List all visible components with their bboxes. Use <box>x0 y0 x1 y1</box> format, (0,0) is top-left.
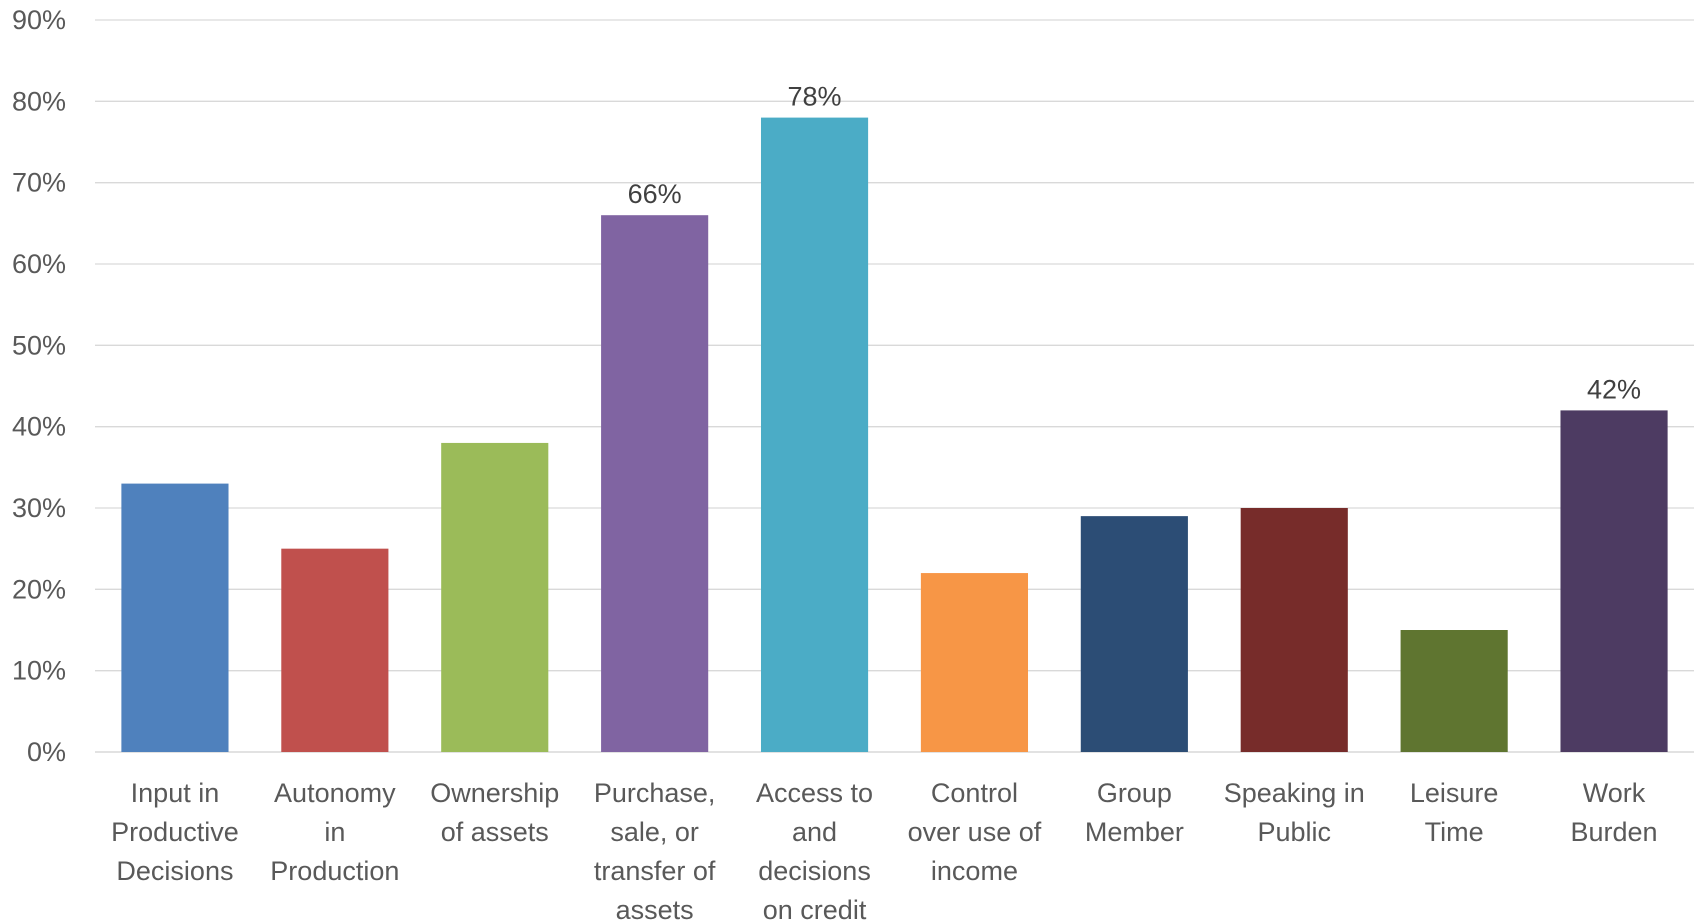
y-tick-label: 20% <box>12 574 66 604</box>
y-tick-label: 0% <box>27 737 66 767</box>
category-label-line: assets <box>616 895 694 924</box>
category-label-line: Production <box>270 856 399 886</box>
bar <box>1080 516 1188 752</box>
category-label-line: income <box>931 856 1018 886</box>
category-label-line: of assets <box>441 817 549 847</box>
y-tick-label: 70% <box>12 168 66 198</box>
bar <box>760 117 869 753</box>
category-label-line: sale, or <box>610 817 699 847</box>
category-label: Speaking in Public <box>1224 778 1365 847</box>
bar <box>920 573 1029 752</box>
y-tick-label: 10% <box>12 656 66 686</box>
category-label-line: Control <box>931 778 1018 808</box>
bar <box>441 442 549 752</box>
category-label: Leisure Time <box>1410 778 1499 847</box>
bar <box>121 483 229 752</box>
x-axis-category-labels: Input in Productive Decisions Autonomy in Pro… <box>111 778 1657 924</box>
category-label-line: Leisure <box>1410 778 1499 808</box>
bars <box>121 117 1668 753</box>
category-label-line: Work <box>1583 778 1646 808</box>
category-label-line: over use of <box>908 817 1042 847</box>
category-label-line: Input in <box>131 778 220 808</box>
category-label-line: Decisions <box>116 856 233 886</box>
category-label-line: Purchase, <box>594 778 716 808</box>
category-label: Work Burden <box>1571 778 1658 847</box>
category-label-line: Autonomy <box>274 778 396 808</box>
category-label-line: on credit <box>763 895 867 924</box>
category-label-line: Time <box>1425 817 1484 847</box>
bar <box>281 548 389 752</box>
category-label: Input in Productive Decisions <box>111 778 239 886</box>
category-label-line: Burden <box>1571 817 1658 847</box>
data-label: 78% <box>788 82 842 112</box>
category-label: Purchase, sale, or transfer of assets <box>594 778 716 924</box>
category-label-line: Group <box>1097 778 1172 808</box>
category-label: Control over use of income <box>908 778 1042 886</box>
category-label-line: and <box>792 817 837 847</box>
category-label: Ownership of assets <box>430 778 559 847</box>
category-label-line: decisions <box>758 856 871 886</box>
bar <box>1400 630 1508 752</box>
category-label-line: Public <box>1257 817 1331 847</box>
category-label-line: in <box>324 817 345 847</box>
y-tick-label: 30% <box>12 493 66 523</box>
category-label: Access to and decisions on credit <box>756 778 873 924</box>
y-tick-label: 60% <box>12 249 66 279</box>
category-label-line: Member <box>1085 817 1184 847</box>
bar <box>1560 410 1668 752</box>
bar <box>1240 508 1348 752</box>
category-label: Group Member <box>1085 778 1184 847</box>
y-axis-tick-labels: 0% 10% 20% 30% 40% 50% 60% 70% 80% 90% <box>12 5 66 767</box>
category-label-line: Ownership <box>430 778 559 808</box>
y-tick-label: 50% <box>12 330 66 360</box>
category-label-line: Access to <box>756 778 873 808</box>
bar <box>601 215 709 752</box>
category-label-line: Productive <box>111 817 239 847</box>
category-label: Autonomy in Production <box>270 778 399 886</box>
y-tick-label: 80% <box>12 86 66 116</box>
data-label: 42% <box>1587 374 1641 404</box>
y-tick-label: 40% <box>12 412 66 442</box>
data-labels: 66% 78% 42% <box>628 82 1641 405</box>
y-tick-label: 90% <box>12 5 66 35</box>
data-label: 66% <box>628 179 682 209</box>
category-label-line: transfer of <box>594 856 716 886</box>
category-label-line: Speaking in <box>1224 778 1365 808</box>
